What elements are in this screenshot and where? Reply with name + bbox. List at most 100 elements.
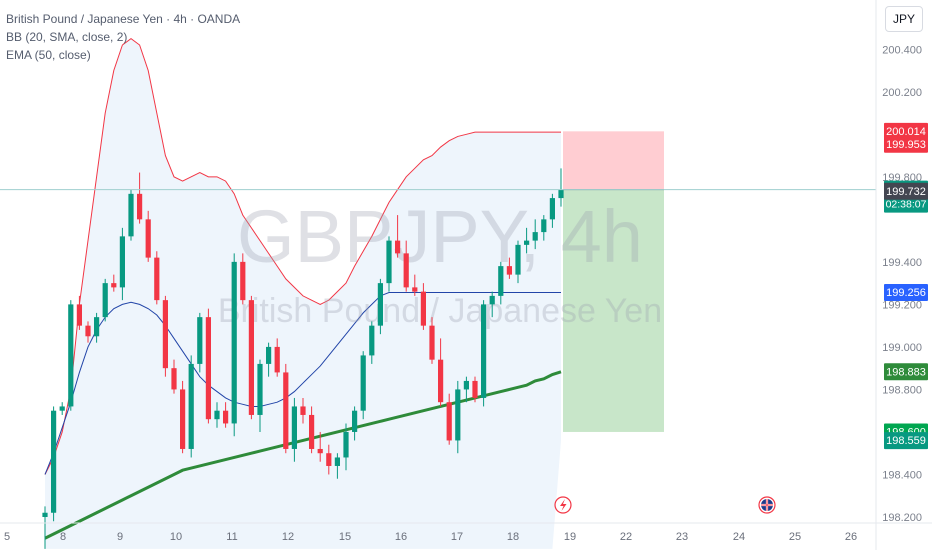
bb-indicator-label[interactable]: BB (20, SMA, close, 2) bbox=[6, 30, 128, 44]
candle-body bbox=[85, 325, 91, 337]
watermark-ticker: GBPJPY, 4h bbox=[237, 195, 643, 278]
candle bbox=[412, 274, 418, 296]
ema-indicator-label[interactable]: EMA (50, close) bbox=[6, 48, 91, 62]
candle-body bbox=[343, 431, 349, 458]
candle-body bbox=[214, 410, 220, 420]
candle-body bbox=[180, 389, 186, 449]
candle-body bbox=[223, 410, 229, 424]
price-tick-label: 199.000 bbox=[882, 342, 922, 354]
time-axis[interactable]: 5 8 9 10 11 12 15 16 17 18 19 22 23 24 25 26 bbox=[0, 522, 932, 543]
candle bbox=[76, 295, 82, 330]
candle-body bbox=[205, 317, 211, 420]
price-label-box bbox=[884, 135, 928, 153]
candle-body bbox=[231, 261, 237, 424]
candle-body bbox=[352, 410, 358, 432]
candle-body bbox=[369, 325, 375, 356]
candle-body bbox=[171, 368, 177, 390]
dividend-flash-icon[interactable] bbox=[554, 496, 572, 514]
candle-body bbox=[317, 448, 323, 454]
candle bbox=[386, 236, 392, 292]
candle bbox=[377, 278, 383, 335]
candle-body bbox=[266, 346, 272, 364]
candle-body bbox=[429, 325, 435, 360]
candle-body bbox=[420, 291, 426, 326]
candle-body bbox=[455, 389, 461, 441]
candle bbox=[360, 351, 366, 420]
event-markers[interactable] bbox=[554, 496, 776, 514]
price-axis[interactable]: 200.400200.200199.800199.400199.200199.0… bbox=[875, 0, 922, 550]
candle bbox=[498, 261, 504, 305]
time-tick-label: 16 bbox=[395, 531, 407, 543]
candle bbox=[300, 397, 306, 424]
price-label-text: 199.256 bbox=[886, 287, 926, 299]
candle bbox=[343, 423, 349, 471]
candle bbox=[446, 393, 452, 445]
symbol-title[interactable]: British Pound / Japanese Yen · 4h · OAND… bbox=[6, 12, 241, 26]
candle bbox=[403, 240, 409, 292]
take-profit-zone bbox=[563, 189, 664, 432]
candle bbox=[231, 253, 237, 437]
candle-body bbox=[128, 193, 134, 237]
candle-body bbox=[119, 236, 125, 288]
candle-body bbox=[274, 346, 280, 373]
candle bbox=[309, 406, 315, 454]
candle bbox=[197, 312, 203, 373]
candle bbox=[137, 172, 143, 224]
candle bbox=[334, 453, 340, 479]
candle bbox=[420, 283, 426, 330]
candle bbox=[94, 312, 100, 343]
price-label-text: 199.732 bbox=[886, 186, 926, 198]
time-tick-label: 11 bbox=[226, 531, 237, 543]
candle bbox=[541, 215, 547, 241]
price-label-box bbox=[884, 432, 928, 450]
candle-body bbox=[59, 406, 65, 411]
price-tick-label: 198.200 bbox=[882, 512, 922, 524]
bb-fill bbox=[45, 38, 561, 549]
price-tick-label: 200.400 bbox=[882, 44, 922, 56]
candle-body bbox=[412, 287, 418, 292]
candle bbox=[68, 300, 74, 411]
candle-body bbox=[283, 372, 289, 449]
candle-body bbox=[438, 359, 444, 403]
price-label-box bbox=[884, 283, 928, 301]
candle bbox=[119, 227, 125, 301]
candle bbox=[524, 227, 530, 254]
candle bbox=[455, 380, 461, 454]
candle-body bbox=[334, 457, 340, 466]
candle-body bbox=[360, 355, 366, 411]
price-label-text: 200.014 bbox=[886, 126, 926, 138]
position-tool[interactable] bbox=[563, 131, 664, 432]
time-tick-label: 22 bbox=[620, 531, 632, 543]
time-tick-label: 18 bbox=[507, 531, 519, 543]
price-label-text: 198.883 bbox=[886, 366, 926, 378]
candle bbox=[515, 240, 521, 284]
time-tick-label: 23 bbox=[676, 531, 688, 543]
candle-body bbox=[145, 219, 151, 258]
time-tick-label: 5 bbox=[4, 531, 10, 543]
candle bbox=[59, 402, 65, 415]
candle-body bbox=[481, 304, 487, 398]
candle-body bbox=[102, 283, 108, 318]
candle-body bbox=[403, 253, 409, 288]
candle-body bbox=[558, 189, 564, 199]
candle-body bbox=[51, 410, 57, 513]
price-tick-label: 200.200 bbox=[882, 87, 922, 99]
candle-body bbox=[111, 283, 117, 288]
uk-flag-event-icon[interactable] bbox=[758, 496, 776, 514]
candle bbox=[248, 295, 254, 420]
candle-body bbox=[377, 283, 383, 326]
bb-basis-line bbox=[44, 291, 561, 475]
candle-body bbox=[386, 240, 392, 284]
candle bbox=[223, 402, 229, 428]
candle-body bbox=[463, 380, 469, 390]
candle bbox=[481, 300, 487, 407]
candle bbox=[532, 219, 538, 250]
candle bbox=[369, 321, 375, 364]
candle-body bbox=[240, 261, 246, 301]
candle-body bbox=[137, 193, 143, 220]
watermark-name: British Pound / Japanese Yen bbox=[218, 292, 662, 330]
time-tick-label: 17 bbox=[451, 531, 463, 543]
currency-button[interactable]: JPY bbox=[885, 6, 923, 32]
